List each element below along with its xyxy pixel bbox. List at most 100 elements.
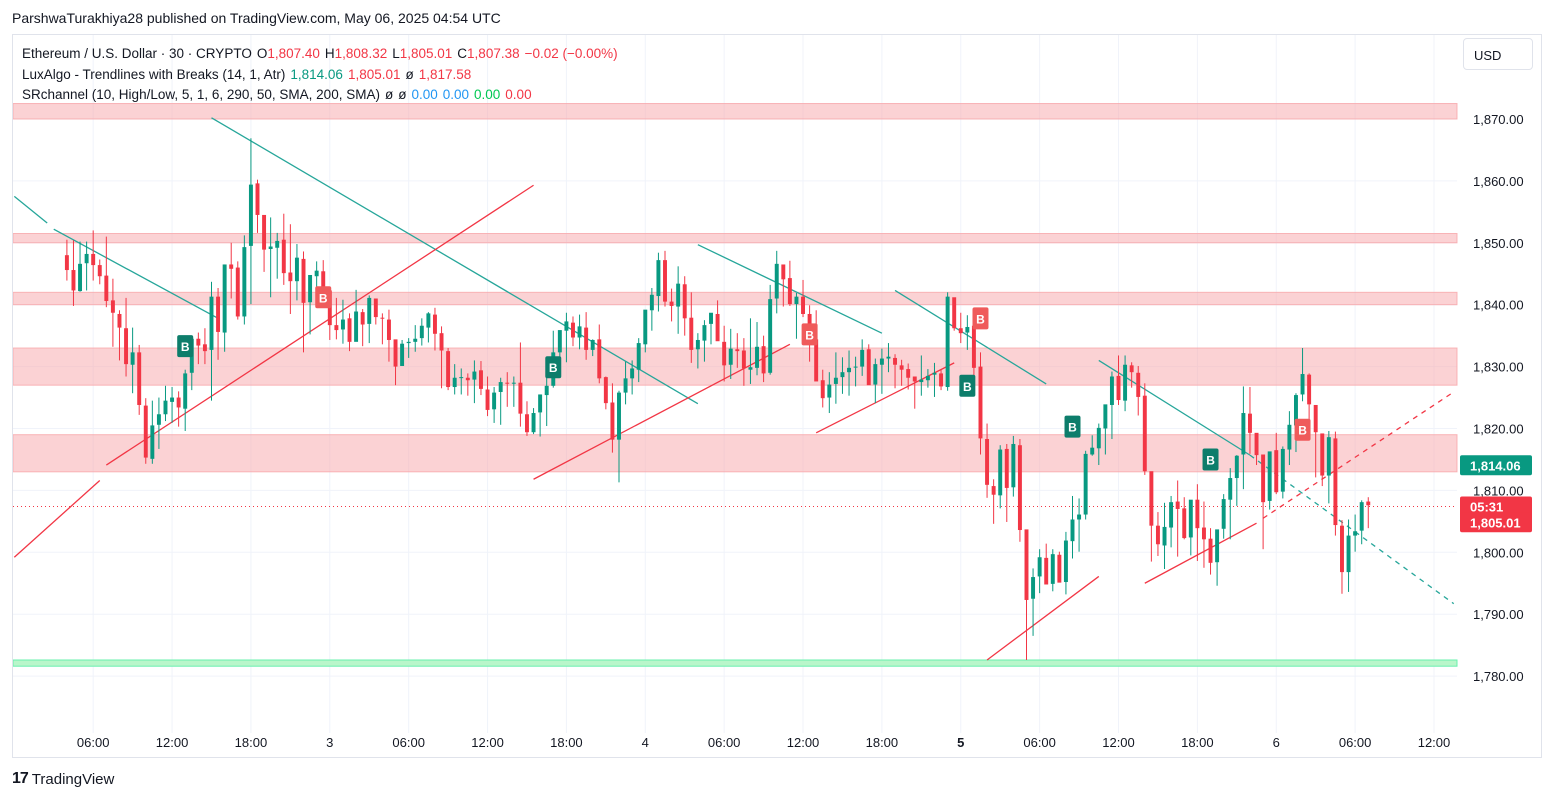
candle-body xyxy=(1307,374,1312,405)
symbol-name: Ethereum / U.S. Dollar · 30 · CRYPTO xyxy=(22,46,252,61)
candle xyxy=(64,239,69,281)
candle xyxy=(137,344,142,415)
candle-body xyxy=(1109,376,1114,405)
candle xyxy=(689,292,694,363)
candle-body xyxy=(557,330,562,353)
y-tick-label: 1,800.00 xyxy=(1473,545,1524,560)
candle xyxy=(1254,432,1259,466)
x-tick-label: 12:00 xyxy=(1418,735,1451,750)
candle xyxy=(912,376,917,409)
candle-body xyxy=(952,297,957,329)
candle xyxy=(1234,455,1239,506)
candle xyxy=(492,387,497,423)
candle-body xyxy=(1195,499,1200,529)
candle xyxy=(1162,502,1167,570)
candle-body xyxy=(564,321,569,331)
candle xyxy=(741,338,746,386)
candle-body xyxy=(1313,404,1318,433)
candle-body xyxy=(452,377,457,388)
candle-body xyxy=(156,414,161,425)
indicator-value: ø xyxy=(398,87,407,102)
candle-body xyxy=(689,317,694,350)
candle-body xyxy=(163,400,168,415)
candle xyxy=(643,309,648,353)
candle xyxy=(426,312,431,343)
candle-body xyxy=(630,368,635,379)
candle xyxy=(1103,404,1108,455)
candle xyxy=(380,313,385,345)
candle-body xyxy=(597,339,602,379)
brand-name: TradingView xyxy=(31,770,115,788)
candle xyxy=(833,352,838,404)
tradingview-logo-icon: 17 xyxy=(12,770,29,787)
downtrend-line xyxy=(53,228,219,319)
marker-badge xyxy=(972,307,989,330)
candle-body xyxy=(202,344,207,352)
candle-body xyxy=(262,214,267,250)
candle-body xyxy=(1188,499,1193,538)
candle-body xyxy=(1142,395,1147,472)
candle-body xyxy=(1366,501,1371,506)
candle-body xyxy=(432,314,437,334)
candle xyxy=(170,387,175,423)
x-tick-label: 06:00 xyxy=(1339,735,1372,750)
candle xyxy=(886,343,891,373)
symbol-legend-row[interactable]: Ethereum / U.S. Dollar · 30 · CRYPTO O1,8… xyxy=(22,44,623,65)
candle-body xyxy=(893,357,898,365)
candle-body xyxy=(321,271,326,291)
candle xyxy=(439,326,444,389)
candle xyxy=(1096,423,1101,466)
candle xyxy=(899,359,904,386)
y-tick-label: 1,820.00 xyxy=(1473,422,1524,437)
candle xyxy=(663,250,667,307)
candle-body xyxy=(1300,374,1305,395)
indicator-legend-srchannel[interactable]: SRchannel (10, High/Low, 5, 1, 6, 290, 5… xyxy=(22,85,623,106)
candle xyxy=(636,338,641,383)
candle xyxy=(393,339,398,386)
tradingview-footer[interactable]: 17 TradingView xyxy=(12,770,114,788)
y-tick-label: 1,840.00 xyxy=(1473,298,1524,313)
candle xyxy=(893,354,898,389)
candle xyxy=(1044,543,1049,585)
candle-body xyxy=(1340,525,1344,573)
candle-body xyxy=(511,382,516,384)
bearish-break-marker: B xyxy=(801,323,818,346)
candle-body xyxy=(446,351,451,388)
indicator-name: LuxAlgo - Trendlines with Breaks (14, 1,… xyxy=(22,66,286,82)
candle-body xyxy=(406,341,411,344)
candle xyxy=(78,241,83,292)
marker-label: B xyxy=(319,291,328,305)
indicator-legend-luxalgo[interactable]: LuxAlgo - Trendlines with Breaks (14, 1,… xyxy=(22,65,623,86)
candle-body xyxy=(636,343,641,370)
candle-body xyxy=(1182,508,1187,539)
candle-body xyxy=(794,296,799,305)
candle-body xyxy=(91,253,96,266)
candle xyxy=(472,360,477,404)
candle xyxy=(1175,480,1180,557)
candle xyxy=(630,360,635,395)
x-tick-label: 12:00 xyxy=(1102,735,1135,750)
candle-body xyxy=(413,338,418,342)
currency-button[interactable]: USD xyxy=(1463,38,1533,70)
candle-body xyxy=(847,367,852,373)
candle-body xyxy=(709,312,713,324)
uptrend-line xyxy=(105,184,534,466)
candle-body xyxy=(906,369,911,378)
candle-body xyxy=(833,377,838,384)
candle xyxy=(110,278,115,347)
candle xyxy=(419,318,424,346)
change-value: −0.02 (−0.00%) xyxy=(524,46,618,61)
candle xyxy=(222,264,227,352)
candle-body xyxy=(932,372,937,375)
candle-body xyxy=(1116,375,1121,401)
candle-body xyxy=(275,240,280,248)
candle xyxy=(735,333,740,368)
candle xyxy=(564,312,569,363)
candle-body xyxy=(584,327,589,350)
candle xyxy=(1333,431,1338,536)
candle xyxy=(262,214,267,272)
candle-body xyxy=(308,274,313,303)
candle-body xyxy=(1050,554,1055,584)
candle-body xyxy=(899,365,904,370)
